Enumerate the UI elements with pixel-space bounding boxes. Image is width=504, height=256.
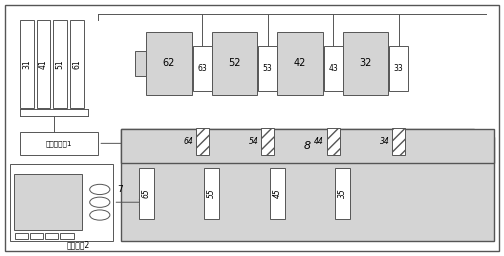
- Text: 33: 33: [394, 64, 404, 73]
- Bar: [392, 128, 405, 155]
- Text: 51: 51: [56, 59, 65, 69]
- Text: 65: 65: [142, 188, 151, 198]
- Bar: [270, 168, 285, 219]
- Bar: [37, 20, 50, 108]
- Text: 62: 62: [163, 58, 175, 68]
- Bar: [261, 128, 274, 155]
- Text: 42: 42: [294, 58, 306, 68]
- Bar: [45, 233, 58, 239]
- Bar: [139, 168, 154, 219]
- Bar: [343, 32, 388, 95]
- Text: 63: 63: [197, 64, 207, 73]
- Bar: [146, 32, 192, 95]
- Text: 7: 7: [117, 185, 123, 194]
- Text: 数控系统2: 数控系统2: [67, 241, 90, 250]
- Text: 43: 43: [328, 64, 338, 73]
- Text: 41: 41: [39, 59, 48, 69]
- Bar: [212, 32, 257, 95]
- Text: 34: 34: [380, 137, 390, 146]
- Bar: [121, 129, 494, 163]
- Bar: [335, 168, 350, 219]
- Bar: [389, 46, 408, 91]
- Text: 32: 32: [359, 58, 371, 68]
- Bar: [60, 233, 74, 239]
- Bar: [332, 51, 343, 76]
- Bar: [327, 128, 340, 155]
- Bar: [30, 233, 43, 239]
- Text: 31: 31: [23, 59, 31, 69]
- Bar: [20, 132, 98, 155]
- Text: 54: 54: [248, 137, 259, 146]
- Bar: [277, 32, 323, 95]
- Text: 45: 45: [273, 188, 282, 198]
- Text: 44: 44: [314, 137, 324, 146]
- Text: 64: 64: [183, 137, 193, 146]
- Polygon shape: [121, 129, 494, 241]
- Bar: [204, 168, 219, 219]
- Text: 35: 35: [338, 188, 347, 198]
- Bar: [193, 46, 212, 91]
- Bar: [14, 174, 82, 230]
- Bar: [201, 51, 212, 76]
- Text: 8: 8: [304, 141, 311, 151]
- Text: 运动控制卡1: 运动控制卡1: [46, 140, 73, 147]
- Bar: [70, 20, 84, 108]
- Text: 55: 55: [207, 188, 216, 198]
- Bar: [196, 128, 209, 155]
- Bar: [135, 51, 146, 76]
- Bar: [20, 20, 34, 108]
- Text: 53: 53: [263, 64, 273, 73]
- Bar: [266, 51, 277, 76]
- Text: 61: 61: [73, 59, 81, 69]
- Bar: [258, 46, 277, 91]
- Bar: [15, 233, 28, 239]
- Bar: [10, 164, 113, 241]
- Bar: [324, 46, 343, 91]
- Text: 52: 52: [228, 58, 240, 68]
- Bar: [53, 20, 67, 108]
